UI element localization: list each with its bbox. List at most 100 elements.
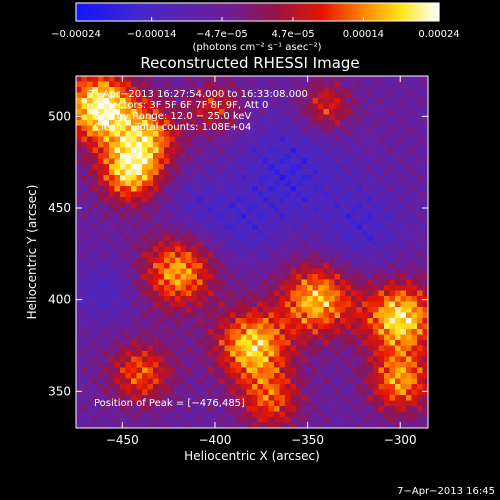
heatmap-cell	[147, 340, 154, 346]
heatmap-cell	[395, 257, 401, 264]
heatmap-cell	[81, 296, 88, 302]
heatmap-cell	[153, 400, 159, 407]
heatmap-cell	[147, 268, 154, 275]
heatmap-cell	[263, 252, 269, 258]
heatmap-cell	[158, 296, 165, 302]
heatmap-cell	[147, 98, 154, 104]
heatmap-cell	[213, 296, 220, 302]
heatmap-cell	[125, 268, 132, 275]
heatmap-cell	[219, 263, 225, 269]
heatmap-cell	[257, 180, 264, 187]
heatmap-cell	[367, 279, 374, 286]
heatmap-cell	[268, 351, 275, 357]
heatmap-cell	[92, 213, 99, 220]
heatmap-cell	[389, 131, 396, 137]
colorbar-segment	[346, 3, 350, 21]
heatmap-cell	[367, 373, 374, 379]
heatmap-cell	[329, 147, 335, 154]
heatmap-cell	[81, 191, 88, 198]
heatmap-cell	[290, 81, 297, 88]
heatmap-cell	[147, 411, 154, 418]
heatmap-cell	[246, 81, 253, 88]
heatmap-cell	[197, 208, 203, 214]
heatmap-cell	[169, 191, 176, 198]
heatmap-cell	[208, 169, 214, 176]
heatmap-cell	[235, 213, 242, 220]
heatmap-cell	[257, 318, 264, 324]
heatmap-cell	[76, 340, 82, 346]
heatmap-cell	[367, 224, 374, 231]
heatmap-cell	[147, 307, 154, 313]
heatmap-cell	[191, 362, 198, 368]
heatmap-cell	[389, 114, 396, 121]
heatmap-cell	[136, 362, 143, 368]
heatmap-cell	[125, 76, 132, 82]
heatmap-cell	[378, 345, 385, 352]
heatmap-cell	[92, 125, 99, 132]
heatmap-cell	[131, 164, 137, 170]
heatmap-cell	[323, 417, 330, 423]
heatmap-cell	[202, 279, 209, 286]
heatmap-cell	[164, 98, 170, 104]
heatmap-cell	[334, 120, 341, 126]
heatmap-cell	[351, 131, 357, 137]
heatmap-cell	[389, 356, 396, 363]
heatmap-cell	[301, 362, 308, 368]
heatmap-cell	[87, 329, 93, 335]
heatmap-cell	[406, 235, 412, 242]
heatmap-cell	[224, 389, 231, 396]
heatmap-cell	[400, 120, 407, 126]
heatmap-cell	[274, 312, 280, 319]
heatmap-cell	[109, 274, 115, 280]
heatmap-cell	[114, 323, 121, 330]
heatmap-cell	[384, 378, 390, 385]
heatmap-cell	[136, 329, 143, 335]
heatmap-cell	[406, 395, 412, 401]
heatmap-cell	[147, 351, 154, 357]
heatmap-cell	[191, 263, 198, 269]
heatmap-cell	[301, 103, 308, 110]
heatmap-cell	[230, 252, 236, 258]
heatmap-cell	[213, 301, 220, 308]
heatmap-cell	[175, 400, 181, 407]
heatmap-cell	[279, 345, 286, 352]
heatmap-cell	[164, 169, 170, 176]
heatmap-cell	[318, 411, 324, 418]
heatmap-cell	[411, 230, 418, 236]
heatmap-cell	[406, 279, 412, 286]
heatmap-cell	[241, 219, 247, 225]
heatmap-cell	[186, 213, 192, 220]
heatmap-cell	[318, 329, 324, 335]
heatmap-cell	[323, 142, 330, 148]
heatmap-cell	[274, 219, 280, 225]
heatmap-cell	[92, 345, 99, 352]
heatmap-cell	[136, 356, 143, 363]
heatmap-cell	[406, 81, 412, 88]
heatmap-cell	[323, 323, 330, 330]
heatmap-cell	[323, 191, 330, 198]
heatmap-cell	[213, 268, 220, 275]
heatmap-cell	[246, 323, 253, 330]
heatmap-cell	[109, 125, 115, 132]
heatmap-cell	[307, 340, 313, 346]
heatmap-cell	[378, 125, 385, 132]
heatmap-cell	[235, 114, 242, 121]
heatmap-cell	[274, 158, 280, 165]
heatmap-cell	[263, 87, 269, 93]
heatmap-cell	[103, 356, 110, 363]
heatmap-cell	[81, 158, 88, 165]
heatmap-cell	[274, 103, 280, 110]
heatmap-cell	[142, 175, 148, 181]
heatmap-cell	[362, 340, 368, 346]
heatmap-cell	[241, 131, 247, 137]
heatmap-cell	[114, 197, 121, 203]
heatmap-cell	[378, 109, 385, 115]
heatmap-cell	[411, 153, 418, 159]
heatmap-cell	[384, 395, 390, 401]
heatmap-cell	[417, 312, 423, 319]
heatmap-cell	[417, 301, 423, 308]
heatmap-cell	[175, 340, 181, 346]
heatmap-cell	[197, 186, 203, 192]
heatmap-cell	[329, 131, 335, 137]
heatmap-cell	[323, 422, 330, 428]
